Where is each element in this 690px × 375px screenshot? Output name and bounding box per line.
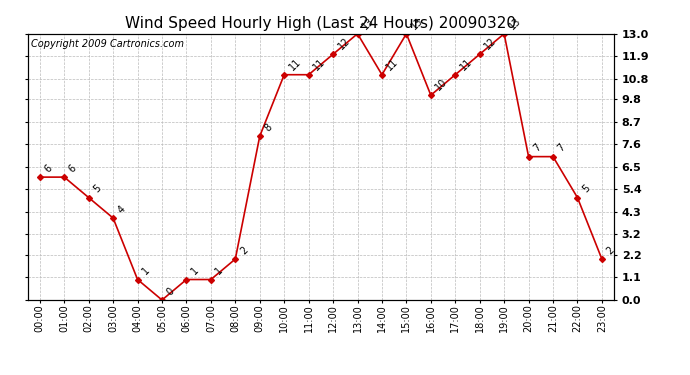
Text: 13: 13 xyxy=(409,15,425,31)
Text: 1: 1 xyxy=(189,266,201,277)
Text: Copyright 2009 Cartronics.com: Copyright 2009 Cartronics.com xyxy=(30,39,184,49)
Text: 4: 4 xyxy=(116,204,128,215)
Text: 1: 1 xyxy=(140,266,152,277)
Text: 12: 12 xyxy=(336,36,352,51)
Text: 13: 13 xyxy=(360,15,376,31)
Text: 11: 11 xyxy=(287,56,303,72)
Text: 5: 5 xyxy=(580,183,592,195)
Text: 5: 5 xyxy=(92,183,103,195)
Text: 7: 7 xyxy=(555,142,567,154)
Text: 6: 6 xyxy=(43,163,54,174)
Text: 2: 2 xyxy=(238,245,250,256)
Text: 6: 6 xyxy=(67,163,79,174)
Text: 13: 13 xyxy=(507,15,522,31)
Text: 11: 11 xyxy=(311,56,327,72)
Text: 12: 12 xyxy=(482,36,498,51)
Text: 0: 0 xyxy=(165,286,176,297)
Title: Wind Speed Hourly High (Last 24 Hours) 20090320: Wind Speed Hourly High (Last 24 Hours) 2… xyxy=(126,16,516,31)
Text: 2: 2 xyxy=(604,245,616,256)
Text: 11: 11 xyxy=(385,56,400,72)
Text: 1: 1 xyxy=(214,266,225,277)
Text: 8: 8 xyxy=(262,122,274,134)
Text: 10: 10 xyxy=(433,76,449,92)
Text: 11: 11 xyxy=(458,56,474,72)
Text: 7: 7 xyxy=(531,142,543,154)
